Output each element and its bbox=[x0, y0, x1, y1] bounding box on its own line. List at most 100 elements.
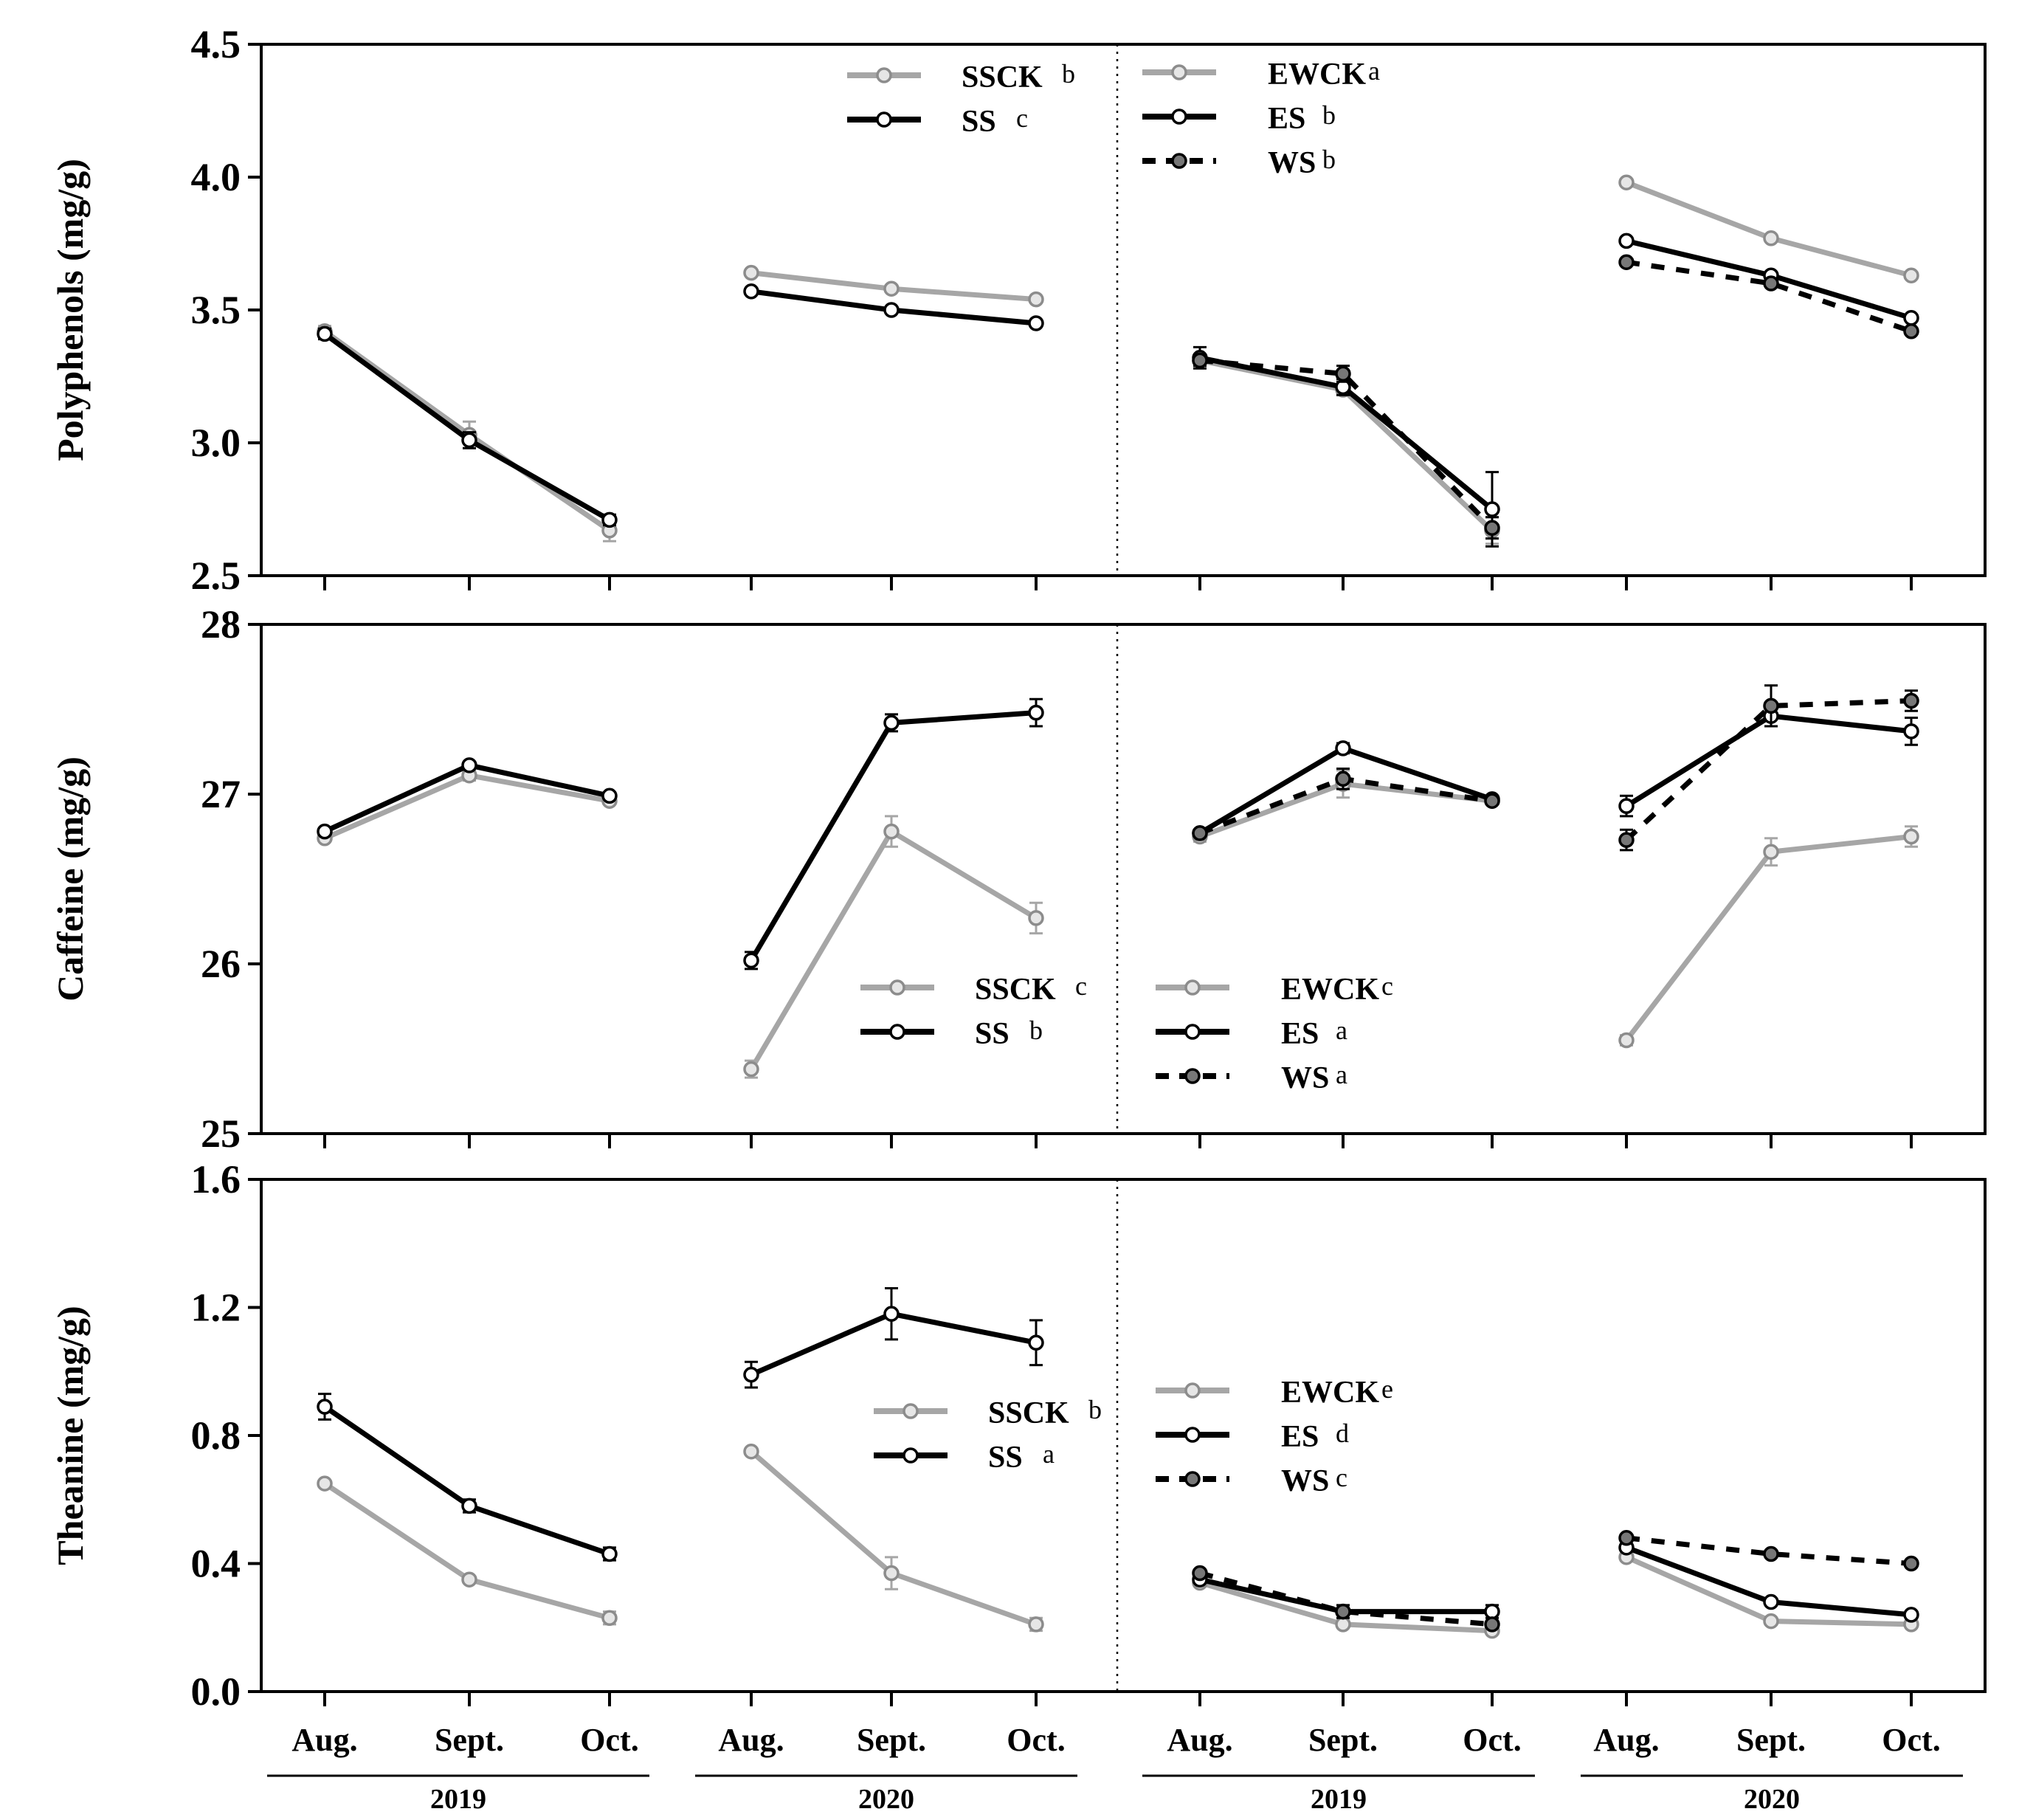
legend-entry-es: ES b bbox=[1142, 100, 1336, 136]
series-ssck bbox=[317, 767, 1044, 1079]
series-ss bbox=[317, 1286, 1044, 1562]
y-tick-label: 1.6 bbox=[191, 1157, 241, 1202]
legend-label: SSCK bbox=[962, 61, 1043, 94]
data-point bbox=[1618, 254, 1635, 270]
legend-significance: a bbox=[1336, 1016, 1347, 1045]
series-line bbox=[750, 1311, 1037, 1377]
legend-label: WS bbox=[1268, 146, 1316, 180]
x-tick-label: Oct. bbox=[1007, 1722, 1065, 1758]
data-point bbox=[1903, 723, 1919, 740]
data-point bbox=[461, 757, 477, 773]
data-point bbox=[1484, 501, 1500, 517]
y-tick-label: 27 bbox=[201, 772, 241, 816]
legend-marker bbox=[1171, 153, 1187, 169]
legend-significance: b bbox=[1322, 100, 1336, 130]
legend-significance: a bbox=[1336, 1060, 1347, 1089]
legend-marker bbox=[876, 111, 892, 128]
x-tick-label: Aug. bbox=[291, 1722, 357, 1758]
series-line bbox=[323, 1404, 611, 1557]
data-point bbox=[461, 432, 477, 449]
series-line bbox=[749, 1450, 1038, 1627]
legend-entry-ws: WS b bbox=[1142, 145, 1336, 180]
data-point bbox=[1903, 310, 1919, 326]
year-group-label: 2020 bbox=[1744, 1784, 1800, 1815]
data-point bbox=[1484, 520, 1500, 536]
legend-significance: a bbox=[1043, 1439, 1055, 1469]
legend-label: SS bbox=[975, 1017, 1010, 1051]
data-point bbox=[1192, 352, 1208, 369]
legend-entry-ewck: EWCK c bbox=[1156, 971, 1393, 1007]
x-tick-label: Oct. bbox=[1463, 1722, 1521, 1758]
legend-significance: c bbox=[1016, 103, 1028, 133]
data-point bbox=[1618, 1530, 1635, 1546]
series-line bbox=[1625, 713, 1912, 809]
legend-label: SSCK bbox=[975, 973, 1056, 1007]
series-ewck bbox=[1192, 1549, 1919, 1639]
x-tick-label: Sept. bbox=[1308, 1722, 1378, 1758]
legend-label: WS bbox=[1281, 1061, 1329, 1095]
legend-significance: c bbox=[1075, 971, 1087, 1001]
legend-label: SSCK bbox=[988, 1396, 1069, 1430]
data-point bbox=[601, 787, 618, 804]
data-point bbox=[1484, 793, 1500, 809]
x-tick-label: Sept. bbox=[1736, 1722, 1806, 1758]
legend-entry-ssck: SSCK c bbox=[860, 971, 1087, 1007]
data-point bbox=[1903, 267, 1919, 283]
y-tick-label: 0.8 bbox=[191, 1413, 241, 1458]
x-tick-label: Aug. bbox=[1593, 1722, 1659, 1758]
data-point bbox=[1618, 832, 1635, 848]
legend-marker bbox=[1171, 64, 1187, 80]
legend-entry-ss: SS c bbox=[847, 103, 1028, 139]
year-group-label: 2019 bbox=[430, 1784, 486, 1815]
series-line bbox=[1199, 357, 1494, 530]
legend-entry-ws: WS a bbox=[1156, 1060, 1347, 1095]
data-point bbox=[1335, 740, 1351, 756]
legend-significance: e bbox=[1381, 1374, 1393, 1404]
legend-significance: c bbox=[1336, 1463, 1347, 1492]
legend-entry-ewck: EWCK a bbox=[1142, 56, 1380, 92]
data-point bbox=[317, 823, 333, 840]
legend-significance: b bbox=[1029, 1016, 1043, 1045]
data-point bbox=[883, 280, 900, 297]
legend-label: EWCK bbox=[1281, 973, 1379, 1007]
data-point bbox=[743, 1366, 759, 1383]
data-point bbox=[1192, 825, 1208, 841]
y-tick-label: 3.5 bbox=[191, 288, 241, 332]
y-tick-label: 0.0 bbox=[191, 1669, 241, 1714]
legend-marker bbox=[1184, 1382, 1201, 1399]
data-point bbox=[1335, 1616, 1351, 1633]
series-ss bbox=[317, 283, 1044, 528]
legend-marker bbox=[876, 67, 892, 83]
series-line bbox=[1625, 179, 1912, 278]
data-point bbox=[1618, 174, 1635, 190]
y-tick-label: 28 bbox=[201, 602, 241, 647]
series-ssck bbox=[317, 264, 1044, 542]
legend-label: ES bbox=[1281, 1017, 1319, 1051]
series-ewck bbox=[1192, 174, 1919, 545]
series-line bbox=[1624, 834, 1912, 1042]
legend-significance: a bbox=[1368, 56, 1380, 86]
y-tick-label: 26 bbox=[201, 942, 241, 986]
data-point bbox=[1763, 1593, 1779, 1610]
legend-entry-ssck: SSCK b bbox=[874, 1395, 1102, 1430]
data-point bbox=[1028, 1616, 1044, 1633]
data-point bbox=[317, 1399, 333, 1415]
data-point bbox=[883, 714, 900, 731]
data-point bbox=[743, 283, 759, 300]
legend-marker bbox=[1184, 1024, 1201, 1040]
data-point bbox=[1028, 704, 1044, 721]
data-point bbox=[461, 1571, 477, 1588]
data-point bbox=[1763, 1545, 1779, 1562]
legend-label: EWCK bbox=[1268, 58, 1366, 92]
data-point bbox=[1028, 291, 1044, 308]
legend-marker bbox=[1171, 108, 1187, 125]
data-point bbox=[883, 823, 900, 840]
legend-marker bbox=[1184, 1427, 1201, 1443]
x-tick-label: Oct. bbox=[580, 1722, 638, 1758]
data-point bbox=[1335, 365, 1351, 382]
legend-significance: b bbox=[1088, 1395, 1102, 1424]
y-tick-label: 3.0 bbox=[191, 421, 241, 465]
x-tick-label: Aug. bbox=[1167, 1722, 1232, 1758]
